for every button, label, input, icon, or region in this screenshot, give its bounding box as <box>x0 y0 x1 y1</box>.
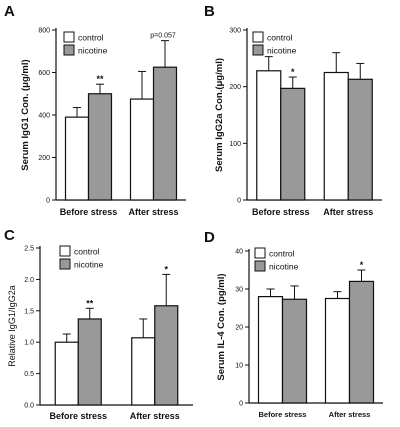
bar-nicotine <box>77 318 102 406</box>
y-tick-label: 0 <box>237 198 241 205</box>
significance-marker: * <box>360 260 364 270</box>
y-tick-label: 2.0 <box>24 277 34 284</box>
category-label: After stress <box>329 410 371 419</box>
panel-letter: D <box>204 229 215 246</box>
legend-label: control <box>267 33 293 43</box>
y-tick-label: 30 <box>235 287 243 294</box>
bar-nicotine <box>280 87 306 201</box>
bar-control <box>54 341 79 406</box>
legend-label: control <box>269 249 295 259</box>
y-axis-label: Serum IgG2a Con.(μg/ml) <box>214 58 225 172</box>
y-tick-label: 0.5 <box>24 371 34 378</box>
category-label: Before stress <box>49 411 107 421</box>
legend-swatch-control <box>252 31 264 43</box>
y-tick-label: 200 <box>229 84 241 91</box>
bar-nicotine <box>87 93 113 201</box>
y-tick-label: 1.0 <box>24 340 34 347</box>
y-tick-label: 40 <box>235 249 243 256</box>
bar-nicotine <box>154 305 179 406</box>
y-tick-label: 800 <box>38 28 50 35</box>
panel-d: D Serum IL-4 Con. (pg/ml) 0 10 20 30 40 Before … <box>204 229 383 419</box>
y-axis-label: Serum IL-4 Con. (pg/ml) <box>216 273 227 380</box>
bar-nicotine <box>281 298 308 404</box>
legend-swatch-control <box>63 31 75 43</box>
legend-label: nicotine <box>74 260 104 270</box>
y-tick-label: 300 <box>229 28 241 35</box>
legend-label: nicotine <box>78 46 108 56</box>
y-tick-label: 100 <box>229 141 241 148</box>
significance-marker: ** <box>96 74 104 84</box>
category-label: After stress <box>130 411 180 421</box>
legend-swatch-control <box>254 247 266 259</box>
legend-label: nicotine <box>269 262 299 272</box>
legend-label: control <box>78 33 104 43</box>
significance-marker: * <box>291 67 295 77</box>
bar-control <box>257 296 284 404</box>
legend-label: nicotine <box>267 46 297 56</box>
category-label: After stress <box>323 207 373 217</box>
panel-letter: A <box>4 3 15 20</box>
bar-nicotine <box>152 66 178 201</box>
bar-control <box>131 337 156 406</box>
category-label: After stress <box>128 207 178 217</box>
panel-a: A Serum IgG1 Con. (μg/ml) 0 200 400 600 800 Bef… <box>4 3 186 217</box>
panel-letter: B <box>204 3 215 20</box>
legend-swatch-nicotine <box>59 258 71 270</box>
y-tick-label: 10 <box>235 363 243 370</box>
legend-swatch-nicotine <box>63 44 75 56</box>
y-axis-label: Relative IgG1/IgG2a <box>7 285 17 367</box>
panel-letter: C <box>4 227 15 244</box>
y-axis-label: Serum IgG1 Con. (μg/ml) <box>20 59 31 170</box>
y-tick-label: 200 <box>38 155 50 162</box>
bar-control <box>256 70 282 201</box>
bar-control <box>129 98 155 201</box>
bar-control <box>64 116 90 201</box>
category-label: Before stress <box>252 207 310 217</box>
category-label: Before stress <box>60 207 118 217</box>
legend-swatch-nicotine <box>252 44 264 56</box>
y-tick-label: 0 <box>239 401 243 408</box>
y-tick-label: 1.5 <box>24 308 34 315</box>
panel-b: B Serum IgG2a Con.(μg/ml) 0 100 200 300 Before… <box>204 3 382 217</box>
y-tick-label: 600 <box>38 70 50 77</box>
bar-control <box>323 71 349 201</box>
y-tick-label: 0.0 <box>24 403 34 410</box>
y-tick-label: 2.5 <box>24 246 34 253</box>
y-tick-label: 0 <box>46 198 50 205</box>
bar-control <box>324 297 351 404</box>
legend-swatch-nicotine <box>254 260 266 272</box>
y-tick-label: 400 <box>38 113 50 120</box>
bar-nicotine <box>348 280 375 404</box>
significance-marker: * <box>164 264 168 274</box>
legend-label: control <box>74 247 100 257</box>
p-value-label: p=0.057 <box>150 33 176 40</box>
legend-swatch-control <box>59 245 71 257</box>
bar-nicotine <box>347 78 373 201</box>
category-label: Before stress <box>259 410 307 419</box>
panel-c: C Relative IgG1/IgG2a 0.0 0.5 1.0 1.5 2.0 2.5 Be… <box>4 227 193 421</box>
significance-marker: ** <box>86 298 94 308</box>
y-tick-label: 20 <box>235 325 243 332</box>
